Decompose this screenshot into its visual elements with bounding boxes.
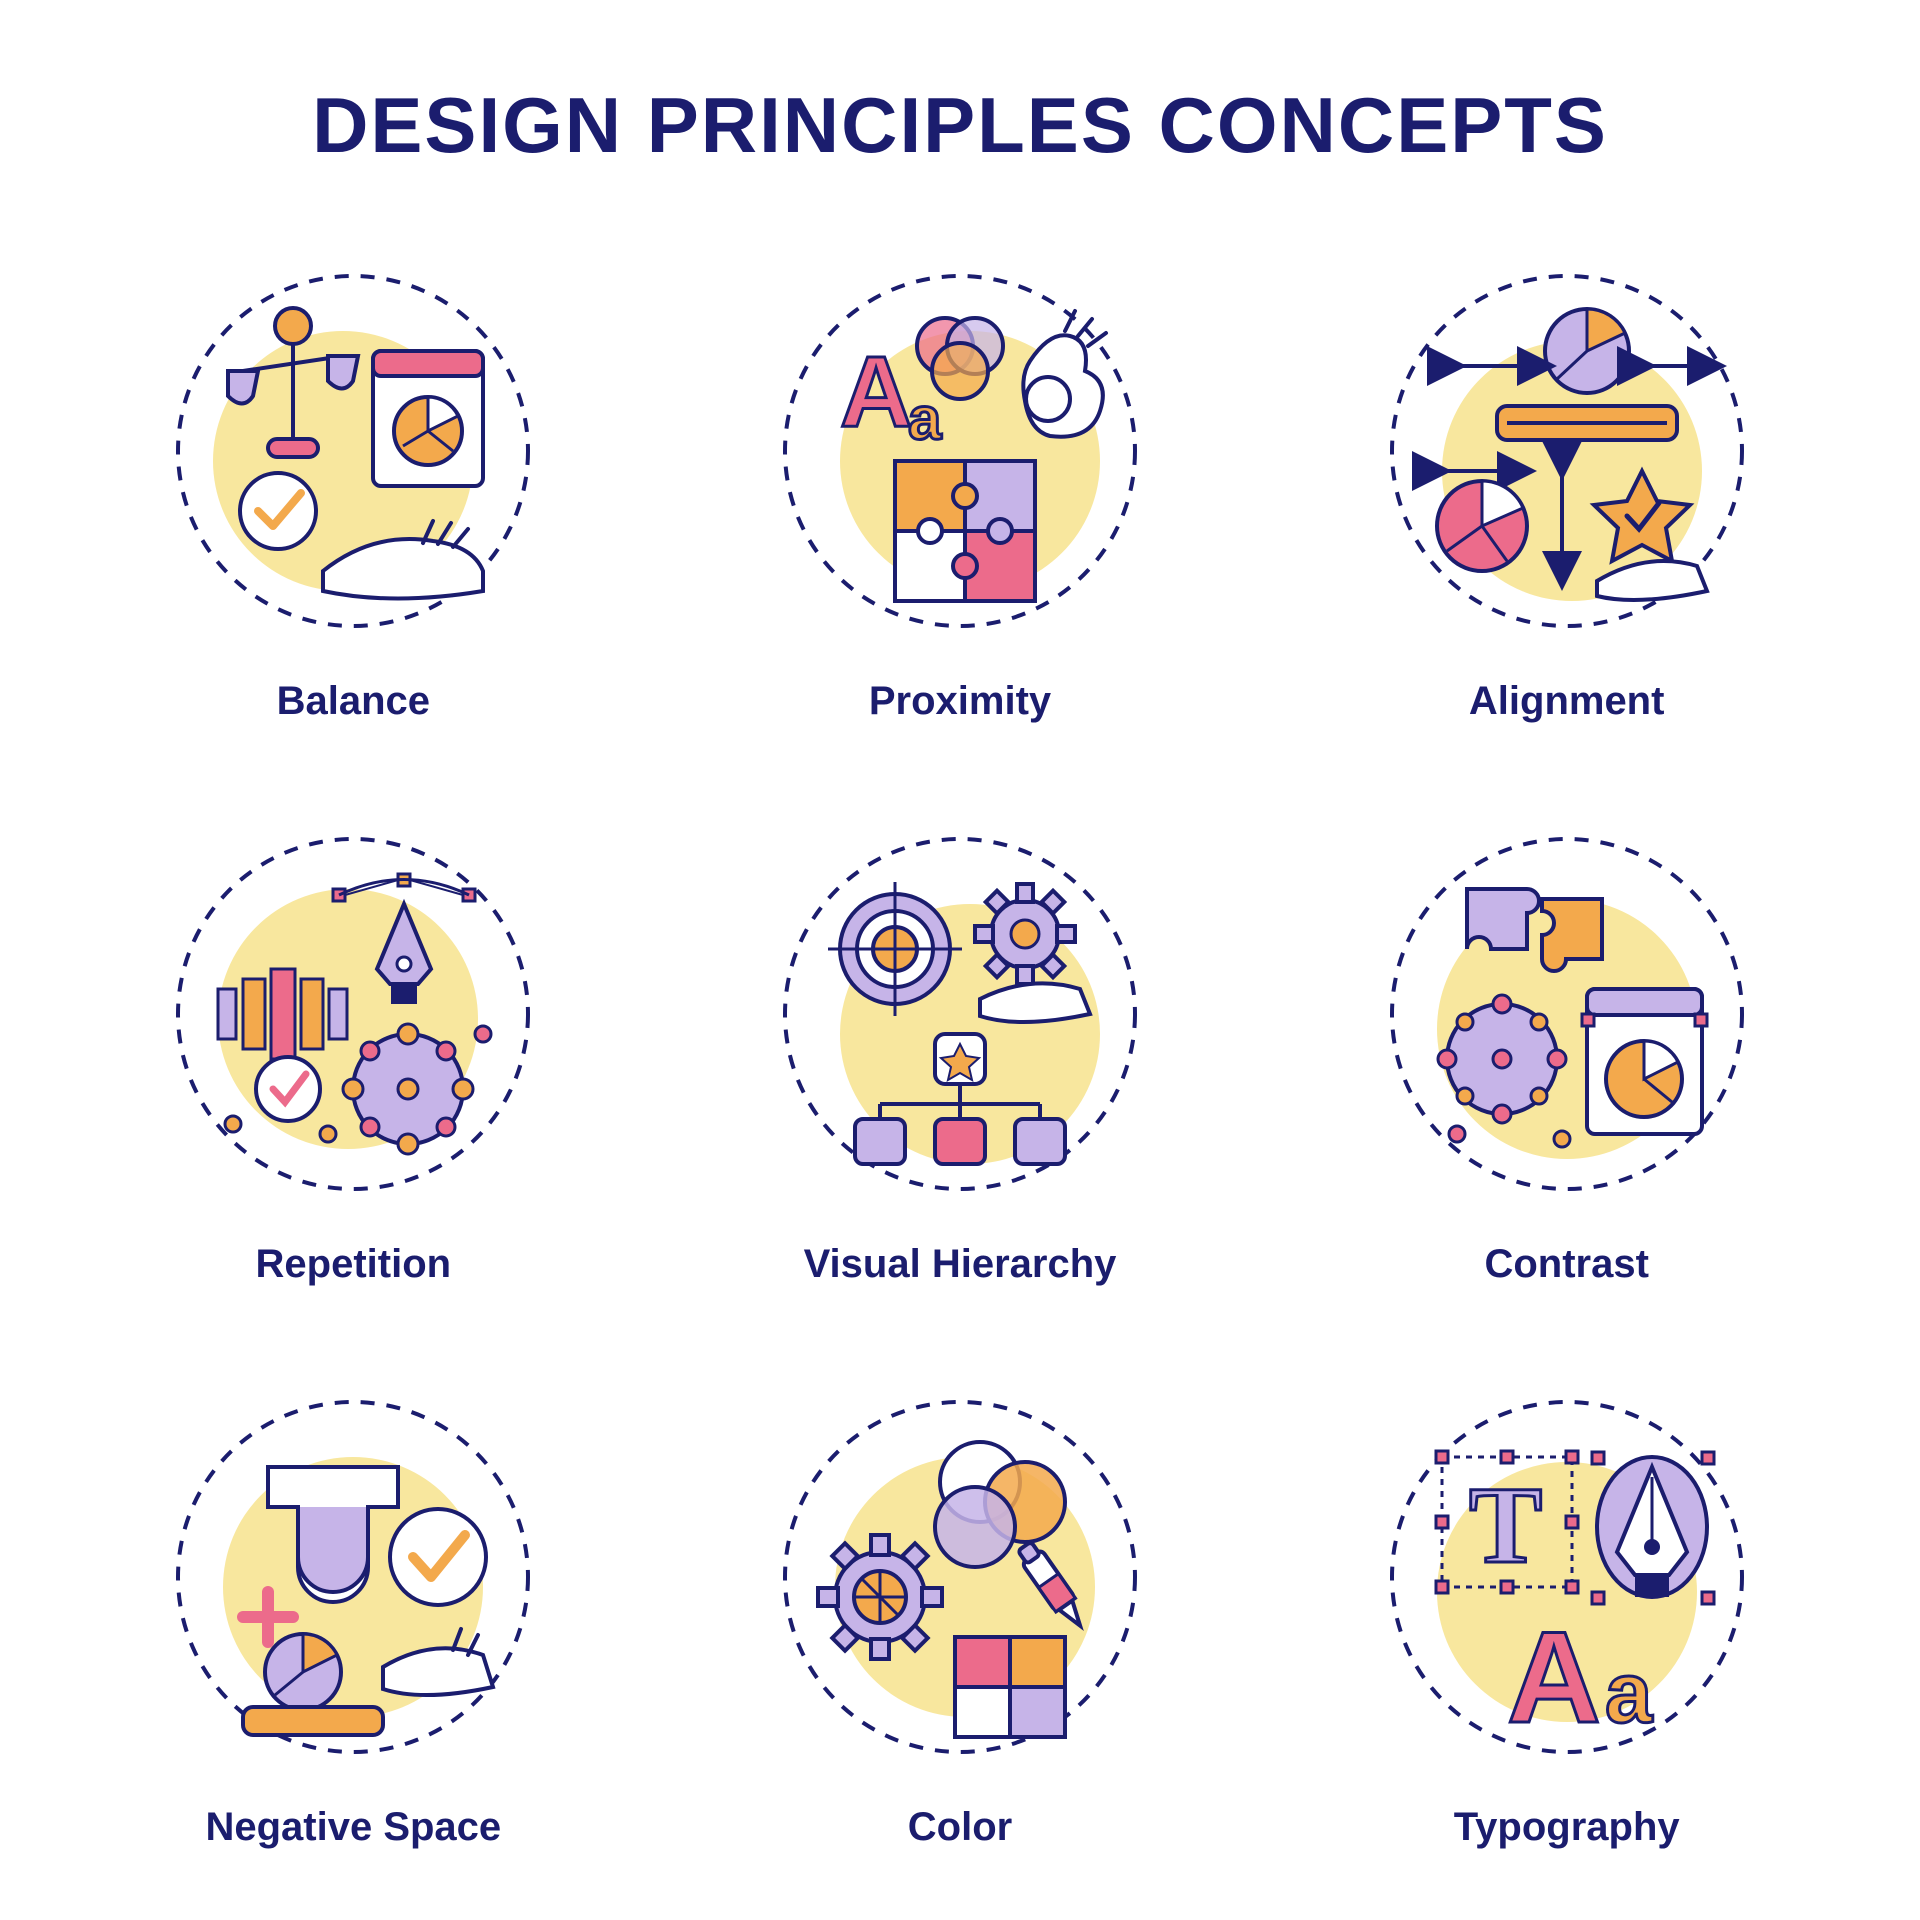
svg-text:T: T [1469, 1464, 1542, 1586]
label-balance: Balance [277, 679, 430, 724]
label-alignment: Alignment [1469, 679, 1665, 724]
contrast-icon [1387, 834, 1747, 1194]
label-typography: Typography [1454, 1805, 1680, 1850]
cell-visual-hierarchy: Visual Hierarchy [697, 834, 1224, 1287]
page-title: DESIGN PRINCIPLES CONCEPTS [312, 80, 1608, 171]
alignment-icon [1387, 271, 1747, 631]
cell-proximity: A a Proximity [697, 271, 1224, 724]
label-proximity: Proximity [869, 679, 1051, 724]
proximity-icon: A a [780, 271, 1140, 631]
visual-hierarchy-art-icon [780, 834, 1140, 1194]
concepts-grid: Balance A a [90, 271, 1830, 1850]
contrast-art-icon [1387, 834, 1747, 1194]
cell-balance: Balance [90, 271, 617, 724]
color-icon [780, 1397, 1140, 1757]
balance-art-icon [173, 271, 533, 631]
cell-negative-space: Negative Space [90, 1397, 617, 1850]
visual-hierarchy-icon [780, 834, 1140, 1194]
svg-text:a: a [908, 385, 942, 452]
label-repetition: Repetition [256, 1242, 452, 1287]
negative-space-art-icon [173, 1397, 533, 1757]
cell-alignment: Alignment [1303, 271, 1830, 724]
cell-typography: T A a Typography [1303, 1397, 1830, 1850]
label-visual-hierarchy: Visual Hierarchy [804, 1242, 1117, 1287]
cell-contrast: Contrast [1303, 834, 1830, 1287]
repetition-icon [173, 834, 533, 1194]
typography-icon: T A a [1387, 1397, 1747, 1757]
label-color: Color [908, 1805, 1012, 1850]
svg-text:a: a [1605, 1646, 1653, 1741]
label-negative-space: Negative Space [205, 1805, 501, 1850]
balance-icon [173, 271, 533, 631]
cell-color: Color [697, 1397, 1224, 1850]
svg-text:A: A [1507, 1604, 1601, 1750]
typography-art-icon: T A a [1387, 1397, 1747, 1757]
svg-text:A: A [840, 336, 912, 448]
proximity-art-icon: A a [780, 271, 1140, 631]
cell-repetition: Repetition [90, 834, 617, 1287]
negative-space-icon [173, 1397, 533, 1757]
label-contrast: Contrast [1484, 1242, 1648, 1287]
alignment-art-icon [1387, 271, 1747, 631]
repetition-art-icon [173, 834, 533, 1194]
color-art-icon [780, 1397, 1140, 1757]
